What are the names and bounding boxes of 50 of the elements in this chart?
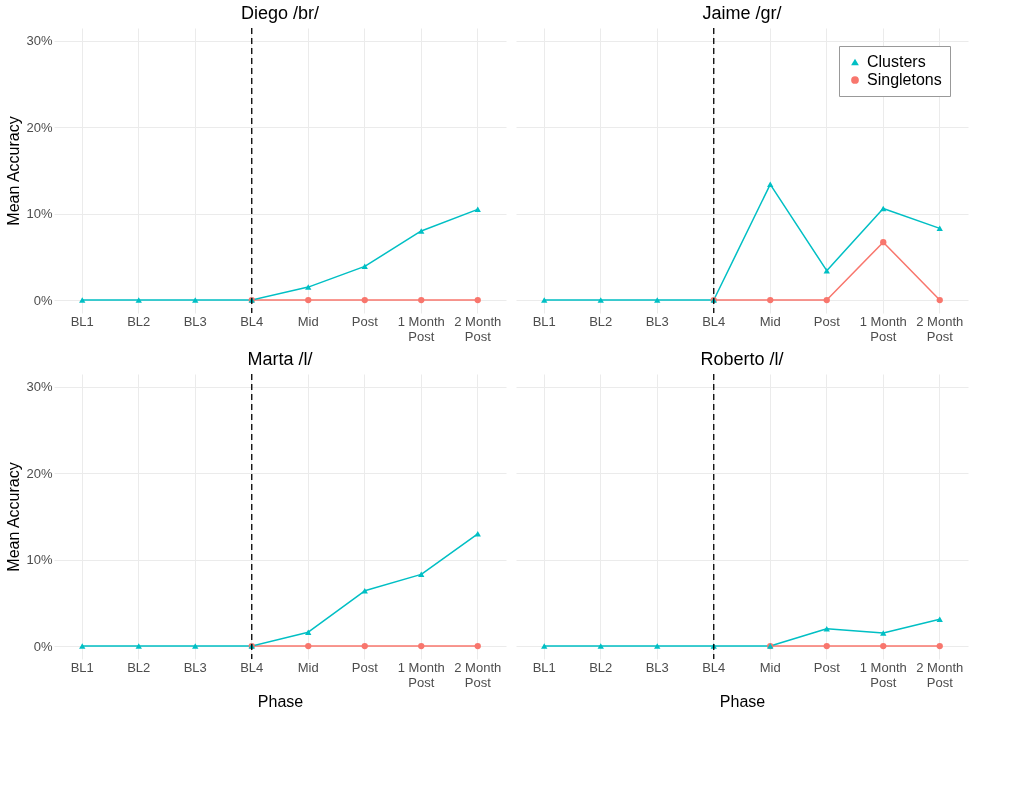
- x-tick-label: 2 Month Post: [454, 659, 502, 690]
- legend-label: Singletons: [867, 71, 942, 88]
- y-axis-title: Mean Accuracy: [5, 462, 23, 572]
- y-tick-label: 30%: [26, 33, 53, 49]
- x-tick-label: BL2: [589, 659, 613, 675]
- x-tick-label: BL1: [70, 313, 94, 329]
- chart-title: Diego /br/: [240, 3, 320, 24]
- y-tick-label: 10%: [26, 552, 53, 568]
- x-tick-label: BL4: [702, 313, 726, 329]
- x-axis-title: Phase: [719, 692, 766, 710]
- x-tick-label: BL1: [70, 659, 94, 675]
- x-tick-label: Mid: [297, 313, 319, 329]
- y-tick-label: 10%: [26, 206, 53, 222]
- x-tick-label: Mid: [759, 659, 781, 675]
- x-tick-label: Post: [813, 313, 841, 329]
- x-tick-label: BL1: [532, 313, 556, 329]
- x-tick-label: BL4: [702, 659, 726, 675]
- x-tick-label: 1 Month Post: [859, 313, 907, 344]
- x-tick-label: BL2: [127, 659, 151, 675]
- chart-title: Jaime /gr/: [702, 3, 782, 24]
- x-tick-label: BL2: [127, 313, 151, 329]
- x-tick-label: BL2: [589, 313, 613, 329]
- x-tick-label: BL3: [183, 313, 207, 329]
- y-tick-label: 20%: [26, 465, 53, 481]
- chart-title: Marta /l/: [247, 349, 313, 370]
- x-tick-label: BL4: [240, 313, 264, 329]
- y-tick-label: 0%: [33, 638, 53, 654]
- x-tick-label: BL3: [645, 313, 669, 329]
- x-tick-label: 1 Month Post: [859, 659, 907, 690]
- x-tick-label: BL4: [240, 659, 264, 675]
- x-tick-label: Post: [351, 313, 379, 329]
- y-axis-title: Mean Accuracy: [5, 116, 23, 226]
- x-tick-label: 2 Month Post: [454, 313, 502, 344]
- y-tick-label: 20%: [26, 119, 53, 135]
- x-tick-label: Mid: [759, 313, 781, 329]
- x-tick-label: Mid: [297, 659, 319, 675]
- x-tick-label: Post: [351, 659, 379, 675]
- x-tick-label: BL3: [183, 659, 207, 675]
- x-tick-label: 2 Month Post: [916, 659, 964, 690]
- x-tick-label: Post: [813, 659, 841, 675]
- legend-label: Clusters: [867, 53, 926, 70]
- x-tick-label: 1 Month Post: [397, 313, 445, 344]
- x-tick-label: 2 Month Post: [916, 313, 964, 344]
- x-tick-label: BL3: [645, 659, 669, 675]
- y-tick-label: 0%: [33, 292, 53, 308]
- x-tick-label: BL1: [532, 659, 556, 675]
- x-axis-title: Phase: [257, 692, 304, 710]
- chart-title: Roberto /l/: [700, 349, 784, 370]
- x-tick-label: 1 Month Post: [397, 659, 445, 690]
- y-tick-label: 30%: [26, 379, 53, 395]
